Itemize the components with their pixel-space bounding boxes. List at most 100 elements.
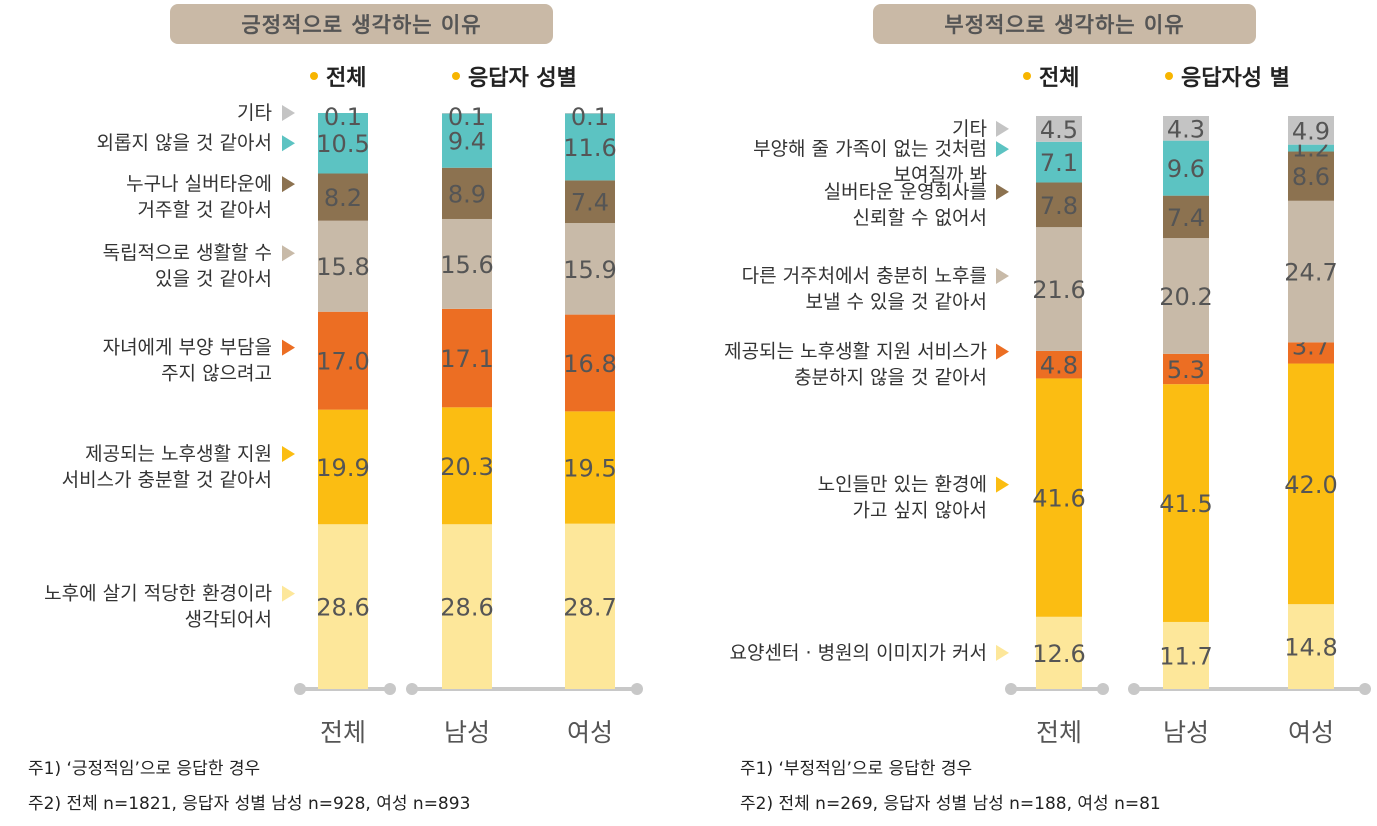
series-marker-icon (996, 183, 1009, 200)
legend-label: 응답자성 별 (1181, 66, 1290, 91)
series-marker-icon (282, 176, 295, 193)
bar-segment (565, 223, 615, 315)
series-label: 다른 거주처에서 충분히 노후를 (742, 265, 987, 287)
legend-item-total: 전체 (1023, 60, 1079, 92)
bar-segment (442, 218, 492, 309)
data-label: 16.8 (563, 350, 616, 378)
axis-end-dot (294, 683, 306, 695)
bar-segment (1288, 151, 1334, 201)
series-label: 요양센터 · 병원의 이미지가 커서 (730, 642, 987, 664)
data-label: 17.1 (440, 345, 493, 373)
bar-segment (1288, 363, 1334, 605)
series-label: 주지 않으려고 (161, 363, 272, 385)
bar-segment (318, 524, 368, 689)
positive-reasons-panel: 긍정적으로 생각하는 이유 전체 응답자 성별 28.6 19.9 17.0 15.8… (28, 4, 643, 814)
bar-segment (318, 409, 368, 525)
legend-item-gender: 응답자 성별 (452, 60, 577, 92)
legend-dot (1023, 72, 1031, 80)
data-label: 4.5 (1040, 116, 1078, 144)
series-label: 제공되는 노후생활 지원 서비스가 (724, 341, 987, 363)
data-label: 20.3 (440, 453, 493, 481)
data-label: 28.6 (316, 594, 369, 622)
chart-title: 긍정적으로 생각하는 이유 (170, 4, 553, 44)
series-marker-icon (282, 245, 295, 262)
legend-label: 전체 (1039, 66, 1080, 91)
category-tick-label: 전체 (1036, 718, 1082, 747)
data-label: 8.6 (1292, 163, 1330, 191)
bar-segment (1163, 384, 1209, 622)
series-marker-icon (282, 135, 295, 152)
bar-segment (1036, 227, 1082, 351)
negative-reasons-panel: 부정적으로 생각하는 이유 전체 응답자성 별 12.6 41.6 4.8 21.6 7… (690, 0, 1377, 826)
bar-segment (1036, 141, 1082, 183)
data-label: 8.9 (448, 180, 486, 208)
bar-segment (1163, 116, 1209, 141)
data-label: 28.7 (563, 593, 616, 621)
series-label: 외롭지 않을 것 같아서 (97, 132, 272, 154)
bar-segment (1163, 353, 1209, 385)
axis-end-dot (1359, 683, 1371, 695)
series-marker-icon (282, 339, 295, 356)
data-label: 24.7 (1284, 259, 1337, 287)
series-marker-icon (282, 105, 295, 121)
data-label: 0.1 (324, 103, 362, 131)
series-label: 생각되어서 (185, 609, 272, 631)
bar-segment (442, 308, 492, 408)
bar-segment (1036, 378, 1082, 617)
category-tick-label: 남성 (1163, 718, 1209, 747)
series-label: 노인들만 있는 환경에 (818, 474, 987, 496)
legend-dot (310, 72, 318, 80)
bar-segment (1288, 116, 1334, 145)
data-label: 14.8 (1284, 634, 1337, 662)
bar-segment (318, 220, 368, 312)
bar-segment (1036, 350, 1082, 379)
series-label: 보여질까 봐 (894, 164, 987, 186)
bar-segment (1036, 116, 1082, 142)
data-label: 41.5 (1159, 490, 1212, 518)
data-label: 7.4 (1167, 204, 1205, 232)
data-label: 7.8 (1040, 192, 1078, 220)
series-label: 서비스가 충분할 것 같아서 (62, 469, 272, 491)
series-label: 충분하지 않을 것 같아서 (794, 367, 987, 389)
data-label: 4.8 (1040, 352, 1078, 380)
bar-segment (565, 113, 615, 181)
legend-dot (452, 72, 460, 80)
data-label: 4.9 (1292, 117, 1330, 145)
series-label: 있을 것 같아서 (155, 268, 272, 290)
bar-segment (1288, 604, 1334, 689)
category-tick-label: 여성 (567, 718, 613, 747)
data-label: 4.3 (1167, 115, 1205, 143)
series-label: 기타 (952, 118, 987, 140)
data-label: 10.5 (316, 130, 369, 158)
series-marker-icon (282, 585, 295, 602)
series-marker-icon (996, 120, 1009, 137)
axis-end-dot (631, 683, 643, 695)
footnote-1: 주1) ‘부정적임’으로 응답한 경우 (740, 759, 973, 779)
positive-stacked-bar-chart: 28.619.917.015.88.210.50.1전체28.620.317.1… (44, 102, 643, 747)
series-marker-icon (996, 644, 1009, 661)
series-label: 제공되는 노후생활 지원 (85, 443, 272, 465)
axis-end-dot (406, 683, 418, 695)
data-label: 28.6 (440, 594, 493, 622)
data-label: 12.6 (1032, 640, 1085, 668)
negative-stacked-bar-chart: 12.6 41.6 4.8 21.6 7.8 7.1 4.5 전체 11.7 41.5 5.3 20.… (724, 115, 1371, 747)
bar-segment (565, 180, 615, 224)
legend-item-total: 전체 (310, 60, 366, 92)
bar-segment (442, 524, 492, 689)
chart-title: 부정적으로 생각하는 이유 (873, 4, 1256, 44)
data-label: 0.1 (448, 103, 486, 131)
series-marker-icon (996, 343, 1009, 360)
legend-label: 전체 (326, 66, 367, 91)
data-label: 41.6 (1032, 485, 1085, 513)
data-label: 5.3 (1167, 356, 1205, 384)
data-label: 15.9 (563, 256, 616, 284)
series-label: 보낼 수 있을 것 같아서 (806, 291, 987, 313)
data-label: 9.4 (448, 128, 486, 156)
data-label: 15.6 (440, 251, 493, 279)
bar-segment (1163, 621, 1209, 689)
bar-segment (442, 407, 492, 525)
bar-segment (318, 113, 368, 174)
data-label: 42.0 (1284, 471, 1337, 499)
series-label: 부양해 줄 가족이 없는 것처럼 (753, 138, 987, 160)
series-label: 자녀에게 부양 부담을 (103, 337, 272, 359)
